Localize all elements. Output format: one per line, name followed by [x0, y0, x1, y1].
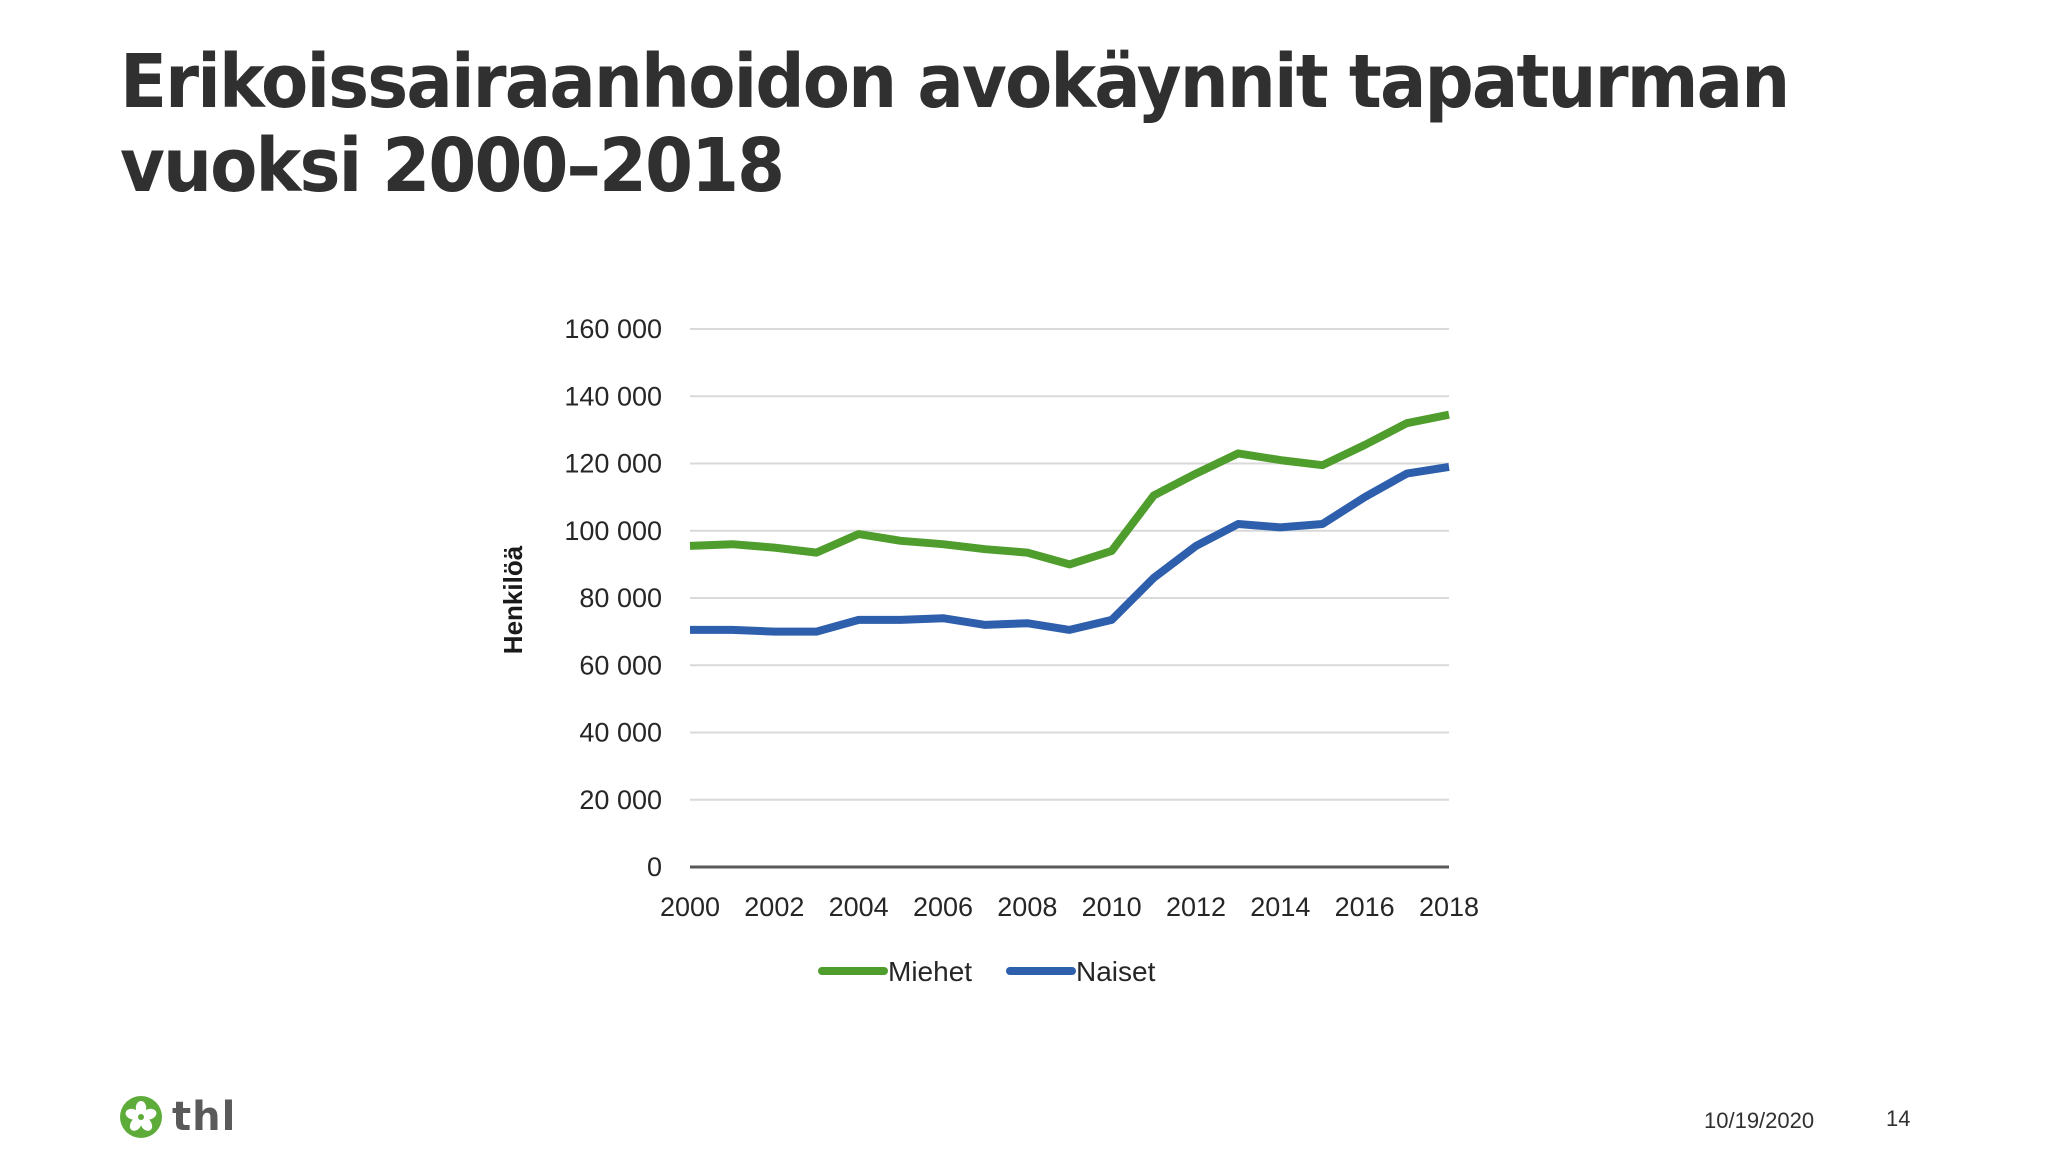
y-tick-label: 140 000: [564, 381, 662, 411]
slide-date: 10/19/2020: [1704, 1108, 1815, 1133]
flower-icon: [120, 1096, 162, 1138]
thl-logo: thl: [120, 1095, 236, 1139]
logo-text: thl: [172, 1094, 237, 1140]
x-tick-label: 2002: [744, 892, 804, 922]
x-tick-label: 2014: [1250, 892, 1310, 922]
legend-label-naiset: Naiset: [1076, 956, 1156, 987]
y-tick-label: 40 000: [579, 718, 662, 748]
y-tick-label: 120 000: [564, 449, 662, 479]
x-tick-label: 2016: [1335, 892, 1395, 922]
y-tick-label: 0: [647, 852, 662, 882]
slide-title-line-1: Erikoissairaanhoidon avokäynnit tapaturm…: [120, 39, 1790, 125]
x-tick-label: 2012: [1166, 892, 1226, 922]
series-line-naiset: [690, 462, 1450, 636]
legend-label-miehet: Miehet: [888, 956, 972, 987]
x-tick-label: 2004: [829, 892, 889, 922]
y-axis-ticks: 0 20 000 40 000 60 000 80 000 100 000 120 000 1…: [564, 314, 662, 882]
slide-number: 14: [1886, 1106, 1911, 1131]
series-line-miehet: [689, 410, 1450, 569]
chart-gridlines: [690, 328, 1449, 869]
x-tick-label: 2018: [1419, 892, 1479, 922]
y-tick-label: 80 000: [579, 583, 662, 613]
chart-legend: Miehet Naiset: [818, 956, 1156, 987]
slide-title: Erikoissairaanhoidon avokäynnit tapaturm…: [120, 40, 1841, 208]
y-axis-label: Henkilöä: [498, 545, 528, 654]
y-tick-label: 60 000: [579, 650, 662, 680]
slide-title-line-2: vuoksi 2000–2018: [120, 123, 785, 209]
x-tick-label: 2010: [1082, 892, 1142, 922]
y-tick-label: 20 000: [579, 785, 662, 815]
x-tick-label: 2006: [913, 892, 973, 922]
x-axis-ticks: 2000 2002 2004 2006 2008 2010 2012 2014 2016 2018: [660, 892, 1479, 922]
x-tick-label: 2008: [997, 892, 1057, 922]
y-tick-label: 160 000: [564, 314, 662, 344]
chart-series: [689, 410, 1450, 636]
y-tick-label: 100 000: [564, 516, 662, 546]
x-tick-label: 2000: [660, 892, 720, 922]
